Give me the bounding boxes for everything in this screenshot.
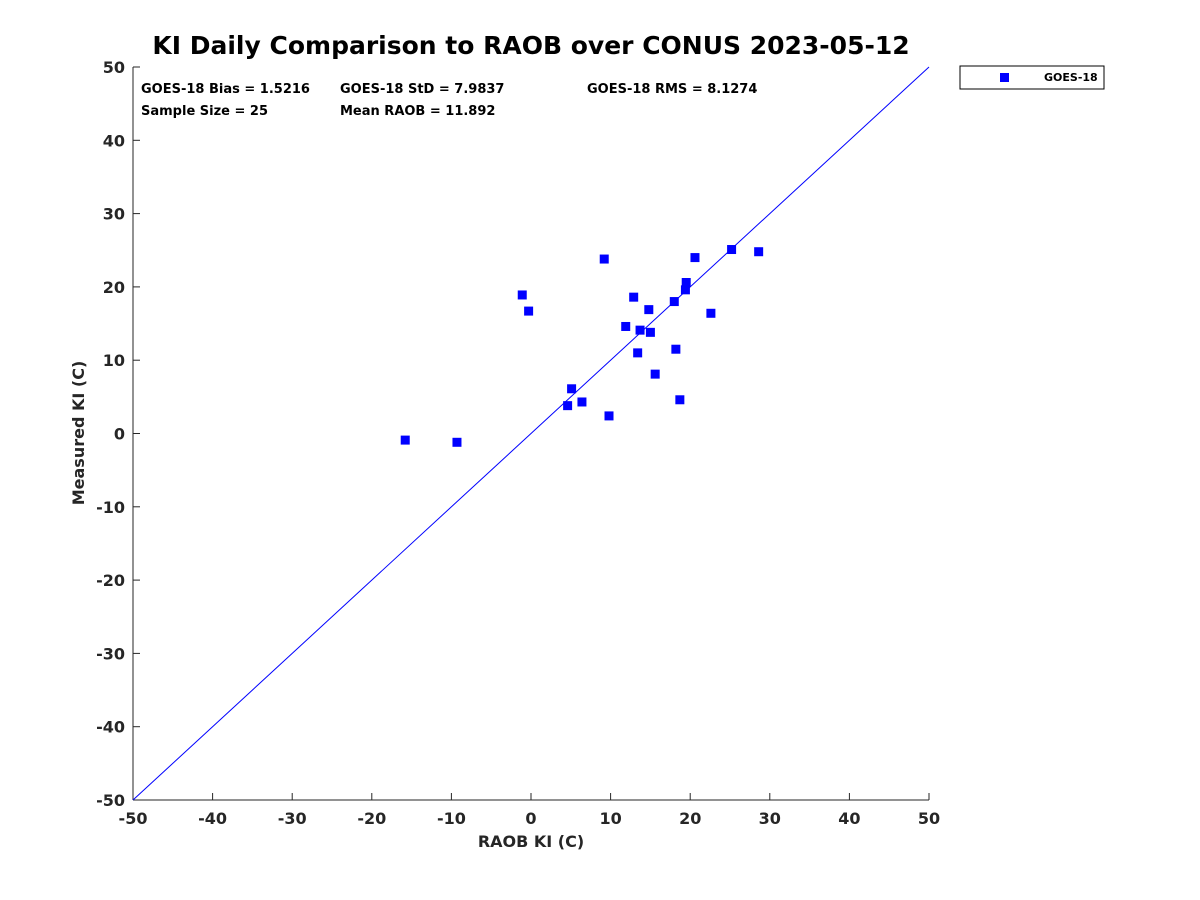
data-point [645, 327, 655, 337]
data-point [754, 247, 764, 257]
legend-label-goes-18: GOES-18 [1044, 71, 1098, 84]
stat-rms: GOES-18 RMS = 8.1274 [587, 82, 757, 97]
data-point [524, 306, 534, 316]
data-point [629, 292, 639, 302]
x-ticks: -50 -40 -30 -20 -10 0 10 20 30 40 50 [119, 793, 940, 828]
data-point [669, 297, 679, 307]
data-point [675, 395, 685, 405]
y-tick-label: -20 [96, 571, 125, 590]
data-point [680, 285, 690, 295]
y-tick-label: 0 [114, 425, 125, 444]
y-tick-label: 10 [103, 351, 125, 370]
data-points [400, 245, 764, 447]
x-tick-label: -20 [357, 809, 386, 828]
x-tick-label: -40 [198, 809, 227, 828]
x-tick-label: 20 [679, 809, 701, 828]
data-point [621, 321, 631, 331]
data-point [517, 290, 527, 300]
x-tick-label: -30 [278, 809, 307, 828]
y-axis-label: Measured KI (C) [69, 361, 88, 506]
stat-bias: GOES-18 Bias = 1.5216 [141, 82, 310, 97]
legend-box [959, 65, 1105, 90]
y-tick-label: 40 [103, 131, 125, 150]
y-tick-label: 20 [103, 278, 125, 297]
stat-mean-raob: Mean RAOB = 11.892 [340, 104, 495, 119]
legend-marker-square [1000, 73, 1009, 82]
x-tick-label: 0 [525, 809, 536, 828]
data-point [452, 437, 462, 447]
x-tick-label: 30 [759, 809, 781, 828]
stats-block: GOES-18 Bias = 1.5216 GOES-18 StD = 7.98… [141, 82, 757, 119]
x-tick-label: 50 [918, 809, 940, 828]
y-tick-label: -40 [96, 718, 125, 737]
data-point [727, 245, 737, 255]
y-ticks: -50 -40 -30 -20 -10 0 10 20 30 40 50 [96, 58, 140, 810]
data-point [599, 254, 609, 264]
y-tick-label: -30 [96, 644, 125, 663]
data-point [563, 401, 573, 411]
one-to-one-reference-line [132, 66, 930, 801]
y-tick-label: 50 [103, 58, 125, 77]
data-point [650, 369, 660, 379]
stat-sample-size: Sample Size = 25 [141, 104, 268, 119]
data-point [577, 397, 587, 407]
chart-title: KI Daily Comparison to RAOB over CONUS 2… [152, 31, 909, 60]
plot-area: -50 -40 -30 -20 -10 0 10 20 30 40 50 -50-40-30-20-… [96, 58, 940, 828]
data-point [635, 325, 645, 335]
x-axis-label: RAOB KI (C) [478, 832, 584, 851]
y-tick-label: -10 [96, 498, 125, 517]
x-tick-label: -50 [119, 809, 148, 828]
stat-std: GOES-18 StD = 7.9837 [340, 82, 504, 97]
x-tick-label: 10 [599, 809, 621, 828]
x-tick-label: 40 [838, 809, 860, 828]
data-point [671, 344, 681, 354]
x-tick-label: -10 [437, 809, 466, 828]
data-point [644, 305, 654, 315]
y-tick-label: -50 [96, 791, 125, 810]
data-point [400, 435, 410, 445]
data-point [604, 411, 614, 421]
data-point [690, 253, 700, 263]
y-tick-label: 30 [103, 205, 125, 224]
data-point [681, 278, 691, 288]
data-point [706, 308, 716, 318]
legend: GOES-18 [959, 65, 1105, 90]
data-point [633, 348, 643, 358]
data-point [567, 384, 577, 394]
